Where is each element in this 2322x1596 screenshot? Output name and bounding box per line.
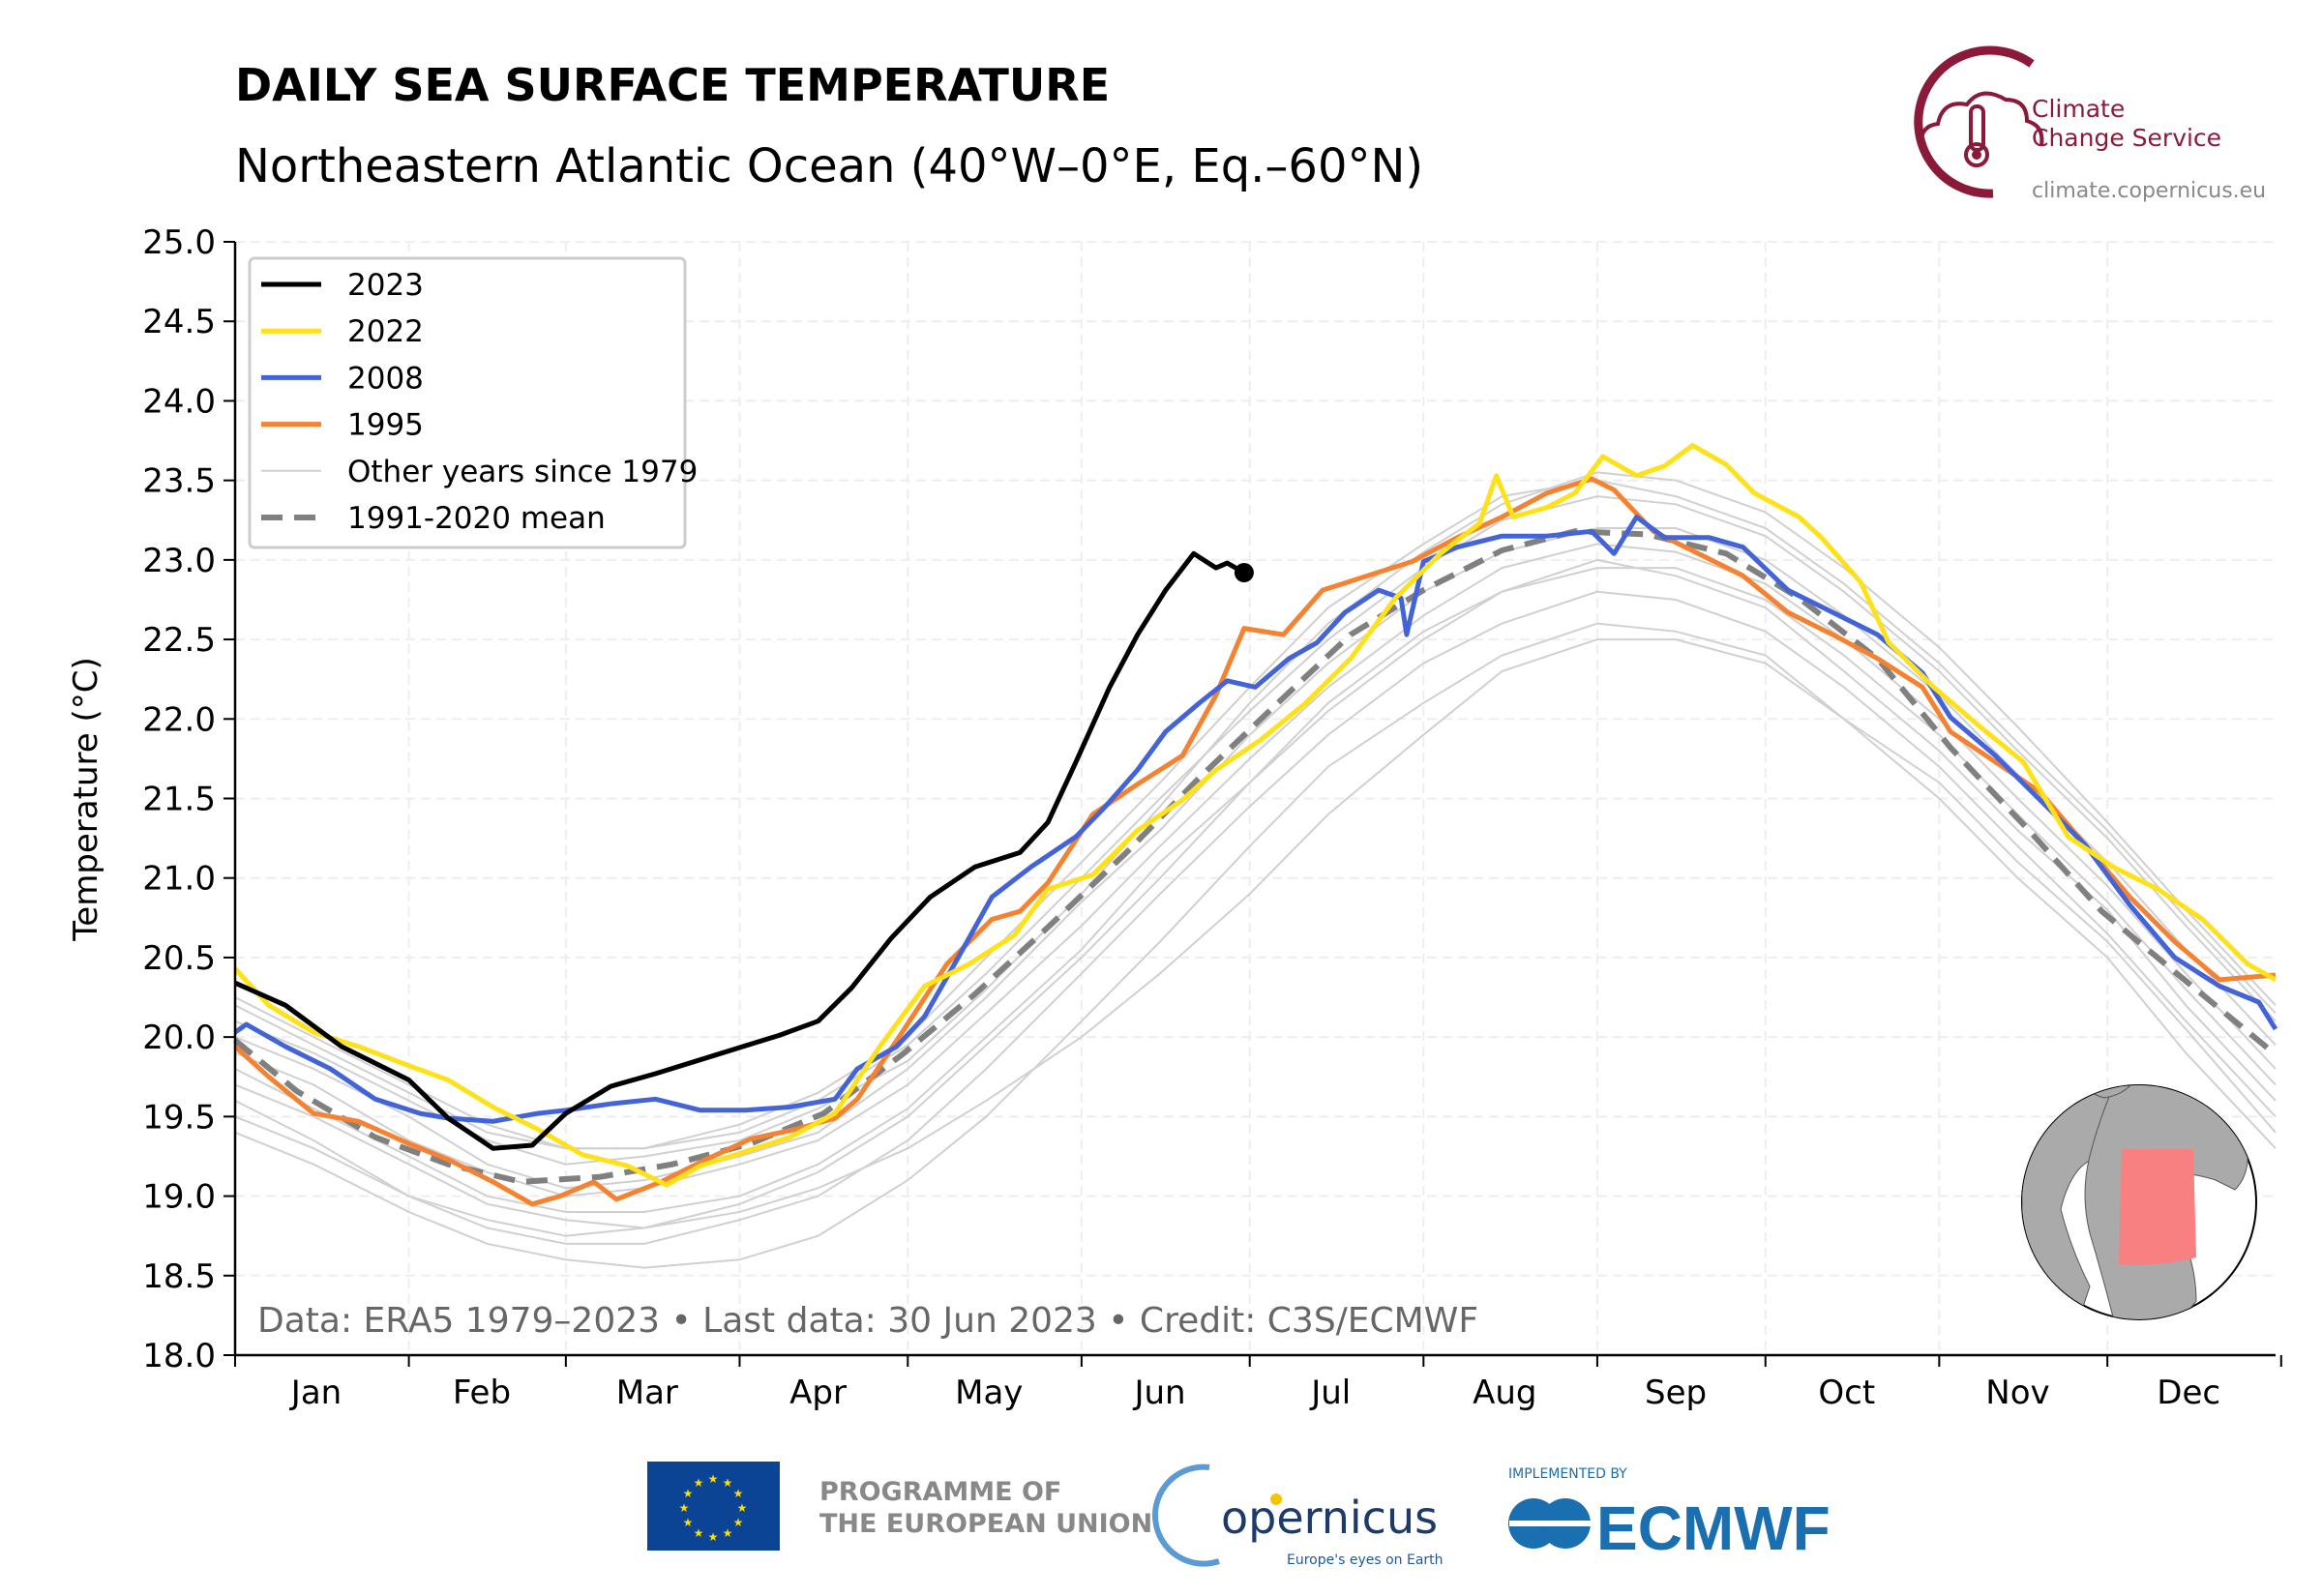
eu-star: ★ [733,1516,744,1529]
x-tick-label: Dec [2157,1374,2220,1412]
eu-star: ★ [723,1526,733,1540]
series-line-2023 [233,550,1246,1151]
eu-text-line2: THE EUROPEAN UNION [819,1509,1152,1539]
legend-box [248,256,687,549]
x-tick-label: Nov [1985,1374,2049,1412]
other-year-line [234,495,2277,1150]
other-year-line [234,558,2277,1237]
x-tick-label: Sep [1645,1374,1707,1412]
legend: 2023 2022 2008 1995 Other years since 1979 19… [248,256,698,549]
logo-line1: Climate [2032,95,2125,123]
copernicus-arc [1152,1463,1220,1567]
series-line-1995 [233,476,2277,1207]
y-tick-label: 18.5 [142,1257,216,1296]
ecmwf-logo: IMPLEMENTED BY ECMWF [1508,1466,1831,1563]
copernicus-wordmark: opernicus [1221,1492,1438,1544]
y-axis-label: Temperature (°C) [67,657,105,941]
thermometer-icon [1964,104,1989,167]
y-tick-label: 21.5 [142,781,216,819]
legend-label: Other years since 1979 [347,455,698,489]
x-tick-label: Jan [289,1374,342,1412]
eu-star: ★ [694,1476,704,1490]
legend-label: 1991-2020 mean [347,501,606,536]
series-line-1991-2020-mean [233,528,2277,1185]
y-tick-label: 20.5 [142,939,216,978]
y-tick-label: 23.5 [142,462,216,501]
x-tick-label: Jun [1132,1374,1185,1412]
axes: 18.0 18.5 19.0 19.5 20.0 20.5 21.0 21.5 22.0 22.5… [142,223,2282,1412]
other-year-line [234,527,2277,1190]
y-tick-label: 24.5 [142,303,216,341]
copernicus-logo: opernicus Europe's eyes on Earth [1152,1463,1444,1568]
eu-star: ★ [737,1501,748,1515]
x-tick-label: Aug [1473,1374,1536,1412]
highlighted-region [2119,1149,2196,1265]
data-credit: Data: ERA5 1979–2023 • Last data: 30 Jun… [257,1301,1478,1341]
other-year-line [234,471,2277,1166]
y-tick-label: 19.5 [142,1098,216,1137]
eu-logo: ★★★★★★★★★ ★ ★★ PROGRAMME OF THE EUROPEAN U… [647,1462,1152,1551]
series-end-marker [1234,563,1254,583]
eu-star: ★ [683,1487,694,1500]
legend-label: 2022 [347,314,424,349]
y-tick-label: 24.0 [142,382,216,421]
other-year-line [234,622,2277,1269]
eu-star: ★ [683,1516,694,1529]
legend-label: 2008 [347,361,424,396]
series-line-2022 [233,443,2277,1188]
x-tick-label: Oct [1818,1374,1875,1412]
y-tick-label: 23.0 [142,542,216,580]
other-year-line [234,590,2277,1245]
x-tick-label: May [955,1374,1023,1412]
eu-flag [647,1462,780,1551]
eu-text-line1: PROGRAMME OF [819,1477,1061,1507]
logo-line2: Change Service [2032,124,2221,152]
legend-label: 2023 [347,268,424,303]
eu-star: ★ [694,1526,704,1540]
implemented-by: IMPLEMENTED BY [1508,1466,1627,1482]
eu-star: ★ [708,1472,719,1486]
c3s-logo: Climate Change Service climate.copernicu… [1914,45,2266,203]
ecmwf-symbol [1508,1498,1592,1549]
copernicus-dot [1270,1493,1282,1505]
eu-star: ★ [733,1487,744,1500]
x-tick-label: Apr [789,1374,847,1412]
other-year-line [234,543,2277,1197]
y-tick-label: 21.0 [142,860,216,899]
eu-star: ★ [708,1530,719,1544]
x-tick-label: Mar [616,1374,678,1412]
cloud-icon [1919,91,2044,146]
y-tick-label: 20.0 [142,1019,216,1057]
highlighted-series [233,443,2278,1207]
x-tick-label: Jul [1309,1374,1351,1412]
chart-title: DAILY SEA SURFACE TEMPERATURE [235,59,1110,111]
other-year-line [234,638,2277,1229]
y-tick-label: 22.5 [142,621,216,660]
y-tick-label: 19.0 [142,1178,216,1217]
logo-url: climate.copernicus.eu [2032,179,2266,203]
other-years-lines [234,471,2277,1269]
copernicus-tagline: Europe's eyes on Earth [1287,1552,1444,1568]
y-tick-label: 18.0 [142,1337,216,1375]
globe-inset [2021,1084,2257,1320]
y-tick-label: 25.0 [142,223,216,262]
legend-label: 1995 [347,408,424,443]
eu-star: ★ [679,1501,690,1515]
chart-subtitle: Northeastern Atlantic Ocean (40°W–0°E, E… [235,139,1423,193]
eu-star: ★ [723,1476,733,1490]
series-line-2008 [233,515,2278,1124]
eu-stars: ★★★★★★★★★ ★ ★★ [679,1472,748,1544]
x-tick-label: Feb [453,1374,511,1412]
ecmwf-wordmark: ECMWF [1596,1493,1831,1563]
logo-arc [1914,45,2035,198]
y-tick-label: 22.0 [142,700,216,739]
